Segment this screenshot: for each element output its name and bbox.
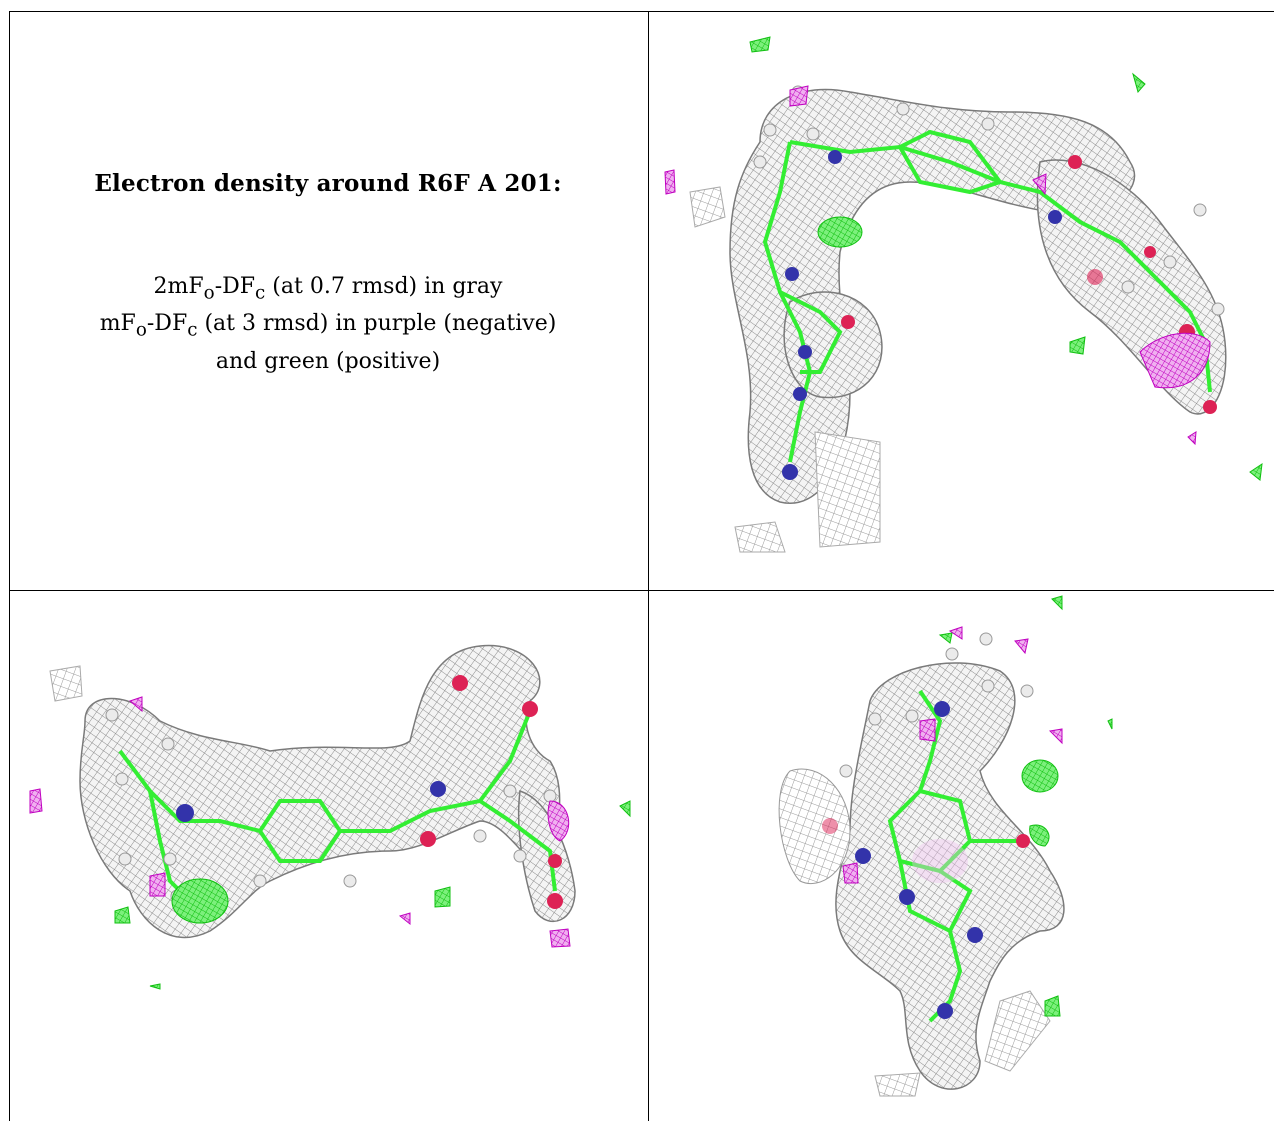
density-render-bottom-right (778, 595, 1113, 1097)
caption-line-purple-mid: -DF (146, 311, 188, 337)
gray-mesh-fragment (778, 768, 851, 884)
hydrogen-atoms (839, 632, 1034, 778)
caption-line-gray-sub-o: o (203, 282, 215, 304)
gray-mesh-fragment (49, 665, 83, 702)
table-border-top (9, 11, 1274, 12)
caption-line-purple-prefix: mF (99, 311, 136, 337)
negative-density (29, 696, 571, 948)
caption-line-green: and green (positive) (215, 348, 441, 374)
positive-density (749, 36, 1263, 481)
gray-mesh-fragment (874, 1072, 921, 1097)
negative-density (842, 626, 1063, 884)
molecule-bonds (762, 129, 1212, 463)
positive-density (114, 800, 631, 990)
table-divider-vertical (648, 11, 649, 1121)
table-border-left (9, 11, 10, 1121)
caption-legend: 2mFo-DFc (at 0.7 rmsd) in gray mFo-DFc (… (10, 271, 646, 377)
gray-mesh-fragment (689, 186, 726, 228)
caption-line-purple-sub-c: c (187, 319, 198, 341)
density-view-bottom-right (650, 591, 1274, 1121)
caption-line-purple-suffix: (at 3 rmsd) in purple (negative) (197, 311, 557, 337)
caption-line-gray-prefix: 2mF (153, 274, 204, 299)
oxygen-atoms (420, 675, 563, 909)
nitrogen-atoms (782, 150, 1062, 480)
density-render-top-right (664, 36, 1263, 553)
figure-caption: Electron density around R6F A 201: 2mFo-… (10, 170, 646, 377)
positive-density (938, 595, 1113, 1017)
gray-mesh-fragment (814, 431, 881, 548)
density-view-bottom-left (10, 591, 648, 1121)
caption-line-purple: mFo-DFc (at 3 rmsd) in purple (negative) (10, 308, 646, 345)
caption-line-gray-mid: -DF (214, 274, 256, 299)
caption-line-gray: 2mFo-DFc (at 0.7 rmsd) in gray (10, 271, 646, 308)
nitrogen-atoms (855, 701, 983, 1019)
nitrogen-atoms (176, 781, 446, 822)
caption-line-gray-suffix: (at 0.7 rmsd) in gray (265, 274, 503, 299)
caption-title: Electron density around R6F A 201: (94, 170, 562, 197)
caption-line-purple-sub-o: o (135, 319, 147, 341)
oxygen-atoms (822, 818, 1030, 848)
negative-density (664, 85, 1211, 446)
table-divider-horizontal (9, 590, 1274, 591)
negative-density-interior (912, 839, 968, 883)
gray-mesh-fragment (984, 990, 1051, 1072)
caption-line-gray-sub-c: c (255, 282, 266, 304)
gray-mesh-main (729, 88, 1136, 504)
gray-mesh-fragment (734, 521, 786, 553)
density-render-bottom-left (29, 644, 631, 990)
density-view-top-right (650, 12, 1274, 590)
